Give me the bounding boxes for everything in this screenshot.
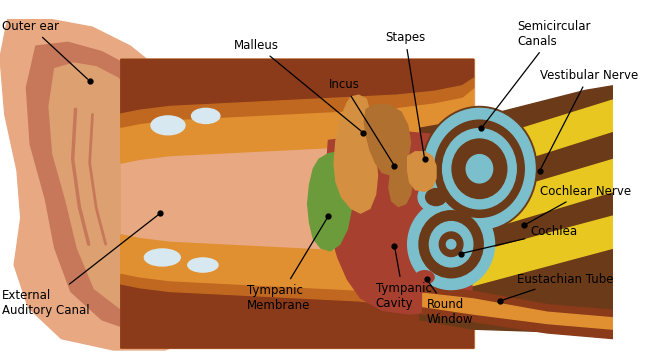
Polygon shape xyxy=(49,63,172,312)
Text: Outer ear: Outer ear xyxy=(2,20,88,79)
Polygon shape xyxy=(121,59,474,163)
Text: Tympanic
Membrane: Tympanic Membrane xyxy=(247,218,327,312)
Polygon shape xyxy=(121,59,474,114)
Text: Eustachian Tube: Eustachian Tube xyxy=(503,273,614,300)
Text: Cochlear Nerve: Cochlear Nerve xyxy=(526,185,631,224)
Polygon shape xyxy=(364,105,411,175)
Polygon shape xyxy=(422,159,614,248)
Text: External
Auditory Canal: External Auditory Canal xyxy=(2,215,158,317)
Ellipse shape xyxy=(435,120,525,217)
Polygon shape xyxy=(334,95,378,213)
Text: Vestibular Nerve: Vestibular Nerve xyxy=(540,69,638,168)
Polygon shape xyxy=(121,235,474,348)
Ellipse shape xyxy=(408,199,495,290)
Polygon shape xyxy=(326,131,472,314)
Polygon shape xyxy=(422,216,614,299)
Polygon shape xyxy=(121,59,474,348)
Ellipse shape xyxy=(422,106,537,231)
Ellipse shape xyxy=(443,129,516,209)
Text: Incus: Incus xyxy=(328,78,393,164)
Polygon shape xyxy=(422,293,614,329)
Text: Round
Window: Round Window xyxy=(426,281,473,326)
Ellipse shape xyxy=(188,258,218,272)
Text: Stapes: Stapes xyxy=(385,31,425,156)
Polygon shape xyxy=(422,100,614,191)
Polygon shape xyxy=(121,78,474,127)
Ellipse shape xyxy=(426,188,447,205)
Ellipse shape xyxy=(424,109,535,229)
Polygon shape xyxy=(422,286,614,339)
Polygon shape xyxy=(121,274,474,327)
Text: Tympanic
Cavity: Tympanic Cavity xyxy=(376,249,432,310)
Ellipse shape xyxy=(415,271,434,284)
Ellipse shape xyxy=(466,155,493,183)
Ellipse shape xyxy=(192,109,220,123)
Polygon shape xyxy=(408,152,436,191)
Polygon shape xyxy=(121,284,474,348)
Polygon shape xyxy=(420,86,614,336)
Polygon shape xyxy=(307,152,354,251)
Polygon shape xyxy=(27,42,190,333)
Ellipse shape xyxy=(430,221,473,267)
Text: Semicircular
Canals: Semicircular Canals xyxy=(483,20,591,126)
Ellipse shape xyxy=(418,182,454,212)
Ellipse shape xyxy=(447,240,456,249)
Text: Malleus: Malleus xyxy=(234,38,361,131)
Ellipse shape xyxy=(452,139,507,199)
Ellipse shape xyxy=(151,116,185,135)
Ellipse shape xyxy=(144,249,180,266)
Polygon shape xyxy=(0,20,222,350)
Polygon shape xyxy=(389,156,413,207)
Ellipse shape xyxy=(439,232,463,257)
Text: Cochlea: Cochlea xyxy=(463,225,577,253)
Ellipse shape xyxy=(419,211,483,278)
